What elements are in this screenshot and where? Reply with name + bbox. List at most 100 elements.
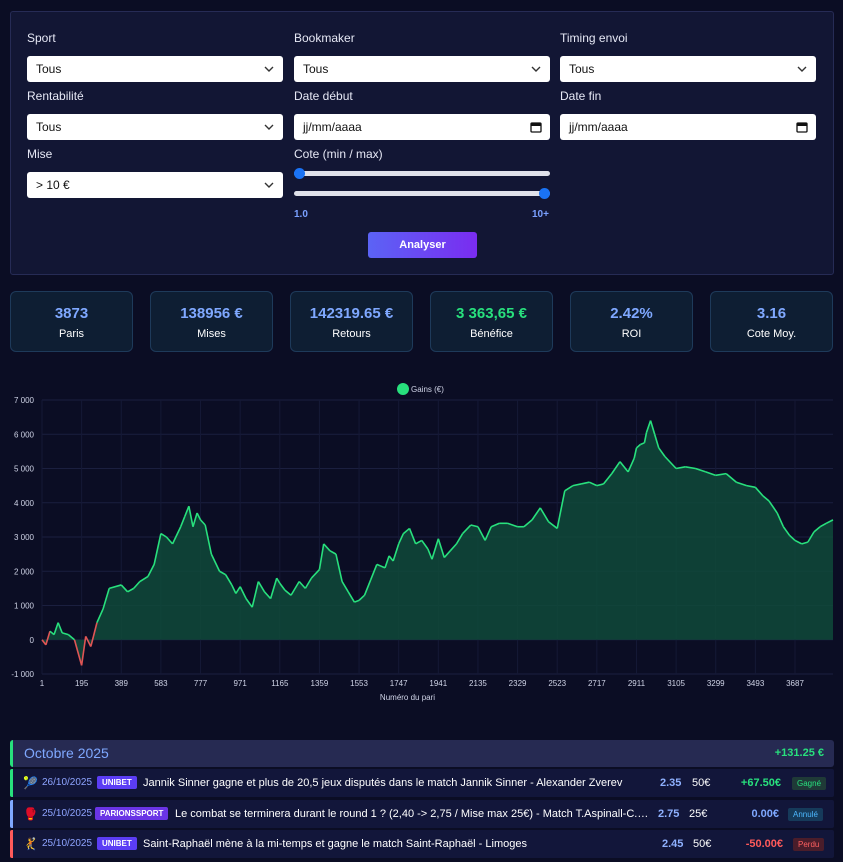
bet-row[interactable]: 🎾 26/10/2025 UNIBET Jannik Sinner gagne et … (10, 769, 834, 797)
status-badge: Gagné (792, 777, 827, 790)
y-tick-label: 6 000 (14, 430, 35, 439)
bet-date: 25/10/2025 (42, 838, 93, 849)
gains-line-segment (165, 536, 174, 545)
chevron-down-icon (264, 66, 274, 72)
cote-max-slider[interactable] (294, 187, 550, 199)
gains-line-segment (67, 633, 75, 641)
rentabilite-select[interactable]: Tous (27, 114, 283, 140)
gains-line-segment (210, 553, 221, 572)
cote-max-handle[interactable] (539, 188, 550, 199)
sport-label: Sport (27, 31, 56, 45)
x-tick-label: 971 (233, 679, 247, 688)
gains-line-segment (199, 519, 206, 526)
y-tick-label: 2 000 (14, 567, 35, 576)
analyse-button[interactable]: Analyser (368, 232, 477, 258)
gains-line-segment (725, 473, 737, 483)
gains-line-segment (133, 580, 141, 589)
gains-line-segment (290, 581, 300, 596)
gains-line-segment (49, 630, 55, 636)
bet-mise: 25€ (689, 808, 708, 820)
gains-line-segment (437, 538, 446, 558)
timing-value: Tous (569, 62, 595, 76)
calendar-icon[interactable] (530, 121, 542, 133)
x-tick-label: 2135 (469, 679, 487, 688)
bet-cote: 2.75 (658, 808, 680, 820)
gains-line-segment (402, 527, 411, 535)
gains-line-segment (640, 442, 645, 446)
stat-label: Retours (332, 328, 371, 340)
mise-select[interactable]: > 10 € (27, 172, 283, 198)
gains-line-segment (611, 461, 621, 475)
gains-line-segment (251, 581, 260, 608)
gains-line-segment (415, 539, 423, 545)
gains-line-segment (263, 591, 272, 600)
bet-description: Le combat se terminera durant le round 1… (175, 808, 653, 820)
date-debut-input[interactable]: jj/mm/aaaa (294, 114, 550, 140)
gains-line-segment (462, 524, 472, 535)
chevron-down-icon (531, 66, 541, 72)
gains-line-segment (705, 471, 716, 477)
timing-select[interactable]: Tous (560, 56, 816, 82)
cote-min-label: 1.0 (294, 209, 308, 220)
sport-select[interactable]: Tous (27, 56, 283, 82)
bet-row[interactable]: 🤾 25/10/2025 UNIBET Saint-Raphaël mène à la… (10, 830, 834, 858)
gains-line-segment (547, 520, 558, 530)
stat-label: Cote Moy. (746, 328, 797, 340)
rentabilite-label: Rentabilité (27, 89, 84, 103)
cote-label: Cote (min / max) (294, 147, 383, 161)
cote-min-handle[interactable] (294, 168, 305, 179)
stat-card-roi: 2.42% ROI (570, 291, 693, 352)
bookmaker-select[interactable]: Tous (294, 56, 550, 82)
gains-line-segment (801, 541, 809, 545)
stat-card-benefice: 3 363,65 € Bénéfice (430, 291, 553, 352)
date-fin-input[interactable]: jj/mm/aaaa (560, 114, 816, 140)
sport-value: Tous (36, 62, 62, 76)
y-tick-label: 4 000 (14, 499, 35, 508)
legend-label: Gains (€) (411, 385, 444, 394)
gains-line-segment (231, 584, 237, 594)
bookmaker-label: Bookmaker (294, 31, 355, 45)
x-tick-label: 2911 (628, 679, 646, 688)
cote-min-slider[interactable] (294, 167, 550, 179)
gains-line-segment (235, 586, 241, 594)
gains-line-segment (85, 635, 92, 647)
gains-line-segment (376, 563, 386, 569)
bet-result: 0.00€ (751, 808, 779, 820)
gains-line-segment (602, 473, 613, 485)
gains-line-segment (431, 538, 440, 560)
gains-line-segment (204, 524, 213, 555)
tennis-icon: 🎾 (23, 776, 38, 790)
stat-card-mises: 138956 € Mises (150, 291, 273, 352)
bet-mise: 50€ (692, 777, 711, 789)
gains-line-segment (53, 622, 59, 635)
gains-chart: 7 000 6 000 5 000 4 000 3 000 2 000 1 000 0 -1 0… (0, 378, 843, 708)
gains-line-segment (782, 526, 791, 536)
x-tick-label: 389 (115, 679, 129, 688)
timing-label: Timing envoi (560, 31, 628, 45)
gains-line-segment (184, 505, 190, 517)
gains-line-segment (449, 543, 458, 552)
gains-line-segment (397, 533, 405, 545)
gains-line-segment (746, 484, 756, 489)
gains-line-segment (507, 522, 518, 528)
calendar-icon[interactable] (796, 121, 808, 133)
gains-line-segment (658, 447, 666, 457)
gains-line-segment (96, 608, 104, 623)
y-tick-label: 1 000 (14, 602, 35, 611)
x-tick-label: 1553 (350, 679, 368, 688)
bet-row[interactable]: 🥊 25/10/2025 PARIONSSPORT Le combat se term… (10, 800, 834, 828)
date-debut-value: jj/mm/aaaa (303, 120, 362, 134)
legend-swatch (397, 383, 409, 395)
chevron-down-icon (264, 182, 274, 188)
gains-line-segment (147, 564, 155, 577)
stat-value: 138956 € (180, 305, 243, 322)
gains-line-segment (776, 512, 785, 528)
gains-line-segment (323, 543, 331, 552)
month-header[interactable]: Octobre 2025 +131.25 € (10, 740, 834, 767)
gains-line-segment (490, 522, 500, 528)
gains-line-segment (539, 507, 550, 522)
gains-line-segment (318, 543, 325, 570)
gains-line-segment (768, 500, 778, 514)
gains-line-segment (153, 533, 162, 565)
bookmaker-filter: Bookmaker Tous (294, 31, 550, 82)
